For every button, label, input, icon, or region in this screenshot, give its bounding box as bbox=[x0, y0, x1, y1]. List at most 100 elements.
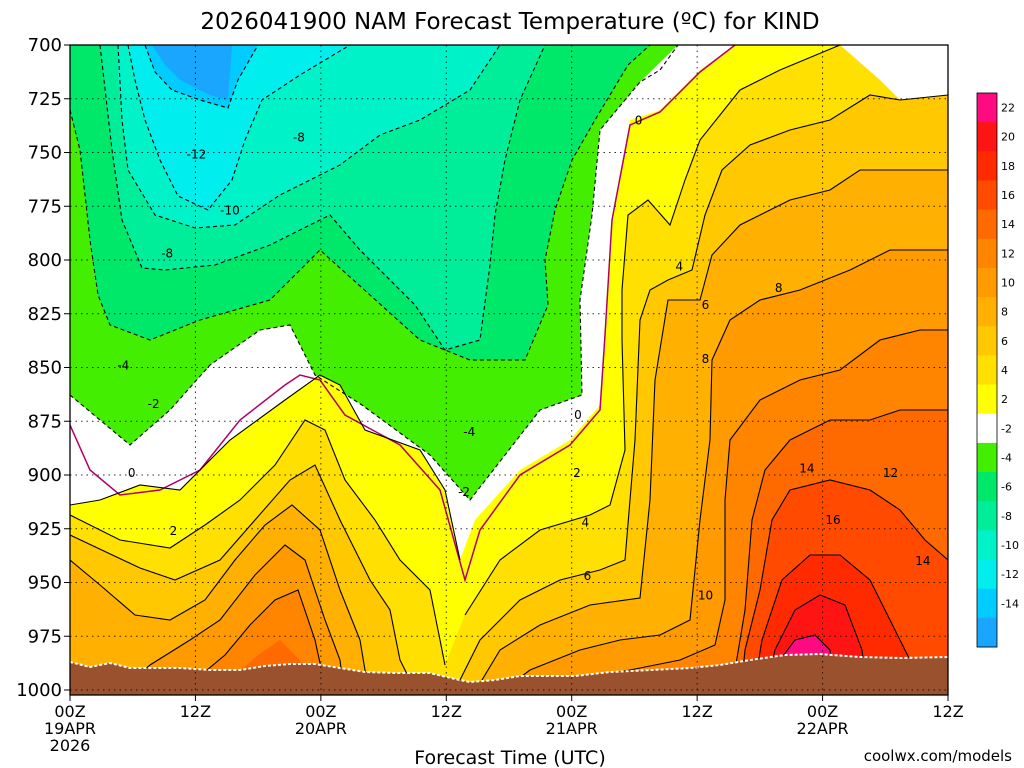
contour-label: 4 bbox=[676, 259, 684, 273]
x-tick-label: 00Z bbox=[807, 702, 838, 721]
contour-label: 8 bbox=[702, 352, 710, 366]
colorbar-tick-label: -6 bbox=[1001, 481, 1012, 494]
y-tick-label: 725 bbox=[28, 89, 62, 110]
contour-label: 6 bbox=[702, 298, 710, 312]
contour-label: 14 bbox=[915, 554, 930, 568]
colorbar-swatch bbox=[977, 384, 997, 415]
contour-label: 12 bbox=[883, 466, 898, 480]
colorbar-swatch bbox=[977, 472, 997, 502]
contour-label: 2 bbox=[573, 466, 581, 480]
colorbar-tick-label: 2 bbox=[1001, 393, 1008, 406]
contour-label: -2 bbox=[458, 485, 470, 499]
contour-label: -10 bbox=[220, 204, 240, 218]
band-0-upper bbox=[580, 45, 735, 405]
contour-label: -4 bbox=[117, 358, 129, 372]
colorbar-tick-label: 16 bbox=[1001, 189, 1015, 202]
y-axis: 700 725 750 775 800 825 850 875 900 925 950 975 1000 bbox=[16, 35, 70, 701]
plot-frame bbox=[69, 44, 949, 696]
y-tick-label: 950 bbox=[28, 573, 62, 594]
plot-area: -12 -10 -8 -8 -4 -2 0 2 -4 -2 0 0 2 4 6 4 6 8 8 10 14 12 16 14 bbox=[70, 45, 948, 695]
contour-label: 0 bbox=[635, 113, 643, 127]
y-tick-label: 900 bbox=[28, 465, 62, 486]
y-tick-label: 1000 bbox=[16, 680, 62, 701]
colorbar-tick-label: 20 bbox=[1001, 131, 1015, 144]
colorbar-tick-label: -12 bbox=[1001, 568, 1019, 581]
colorbar: 22 20 18 16 14 12 10 8 6 4 2 -2 -4 -6 -8 -10 -12 -14 bbox=[976, 92, 1019, 648]
colorbar-frame bbox=[976, 92, 998, 648]
colorbar-tick-label: 6 bbox=[1001, 335, 1008, 348]
colorbar-tick-label: -14 bbox=[1001, 597, 1019, 610]
colorbar-swatch bbox=[977, 209, 997, 240]
contour-labels: -12 -10 -8 -8 -4 -2 0 2 -4 -2 0 0 2 4 6 4 6 8 8 10 14 12 16 14 bbox=[117, 113, 930, 602]
x-tick-label: 20APR bbox=[295, 719, 347, 738]
y-tick-label: 800 bbox=[28, 250, 62, 271]
x-tick-label: 12Z bbox=[681, 702, 712, 721]
y-tick-label: 750 bbox=[28, 143, 62, 164]
terrain-edge bbox=[70, 652, 948, 684]
x-tick-label: 00Z bbox=[54, 702, 85, 721]
colorbar-swatch bbox=[977, 559, 997, 590]
y-tick-label: 850 bbox=[28, 358, 62, 379]
colorbar-tick-label: 10 bbox=[1001, 277, 1015, 290]
x-tick-label: 12Z bbox=[180, 702, 211, 721]
colorbar-swatch bbox=[977, 93, 997, 123]
x-tick-label: 22APR bbox=[797, 719, 849, 738]
band-0-corner bbox=[840, 45, 948, 100]
x-tick-label: 12Z bbox=[932, 702, 963, 721]
contour-label: -8 bbox=[161, 247, 173, 261]
y-tick-label: 925 bbox=[28, 519, 62, 540]
colorbar-swatch bbox=[977, 501, 997, 531]
colorbar-tick-label: 12 bbox=[1001, 247, 1015, 260]
x-tick-label: 00Z bbox=[305, 702, 336, 721]
colorbar-swatch bbox=[977, 530, 997, 561]
gridlines bbox=[70, 45, 948, 695]
colorbar-swatch bbox=[977, 326, 997, 356]
colorbar-swatch bbox=[977, 238, 997, 269]
y-tick-label: 875 bbox=[28, 411, 62, 432]
colorbar-swatch bbox=[977, 413, 997, 444]
contour-label: 8 bbox=[775, 281, 783, 295]
credit-link[interactable]: coolwx.com/models bbox=[864, 747, 1012, 765]
contour-label: 0 bbox=[128, 466, 136, 480]
x-tick-label: 2026 bbox=[50, 736, 91, 755]
contour-label: -12 bbox=[187, 148, 207, 162]
colorbar-swatch bbox=[977, 267, 997, 298]
contour-label: 16 bbox=[825, 513, 840, 527]
chart-title: 2026041900 NAM Forecast Temperature (ºC)… bbox=[200, 9, 819, 35]
y-tick-label: 700 bbox=[28, 35, 62, 56]
colorbar-swatch bbox=[977, 442, 997, 473]
colorbar-tick-label: -2 bbox=[1001, 422, 1012, 435]
colorbar-swatch bbox=[977, 180, 997, 211]
x-tick-label: 00Z bbox=[556, 702, 587, 721]
colorbar-swatch bbox=[977, 617, 997, 648]
contour-label: -4 bbox=[463, 425, 475, 439]
contour-label: 14 bbox=[799, 462, 814, 476]
y-tick-label: 825 bbox=[28, 304, 62, 325]
contour-label: -8 bbox=[293, 130, 305, 144]
band-minus-18 bbox=[152, 45, 232, 100]
x-tick-label: 12Z bbox=[431, 702, 462, 721]
contour-label: -2 bbox=[148, 397, 160, 411]
colorbar-tick-label: 14 bbox=[1001, 218, 1015, 231]
contour-label: 10 bbox=[698, 588, 713, 602]
x-axis-label: Forecast Time (UTC) bbox=[414, 747, 605, 768]
contour-lines bbox=[70, 45, 948, 695]
colorbar-tick-label: 4 bbox=[1001, 364, 1008, 377]
colorbar-tick-label: -8 bbox=[1001, 510, 1012, 523]
x-tick-label: 19APR bbox=[44, 719, 96, 738]
colorbar-tick-label: -4 bbox=[1001, 451, 1012, 464]
x-tick-label: 21APR bbox=[546, 719, 598, 738]
colorbar-swatch bbox=[977, 151, 997, 181]
colorbar-swatch bbox=[977, 122, 997, 152]
colorbar-tick-label: 22 bbox=[1001, 102, 1015, 115]
colorbar-tick-label: 8 bbox=[1001, 306, 1008, 319]
y-tick-label: 775 bbox=[28, 196, 62, 217]
colorbar-swatch bbox=[977, 588, 997, 619]
contour-label: 2 bbox=[170, 524, 178, 538]
colorbar-swatch bbox=[977, 355, 997, 386]
contour-label: 4 bbox=[581, 515, 589, 529]
colorbar-tick-label: 18 bbox=[1001, 160, 1015, 173]
y-tick-label: 975 bbox=[28, 626, 62, 647]
